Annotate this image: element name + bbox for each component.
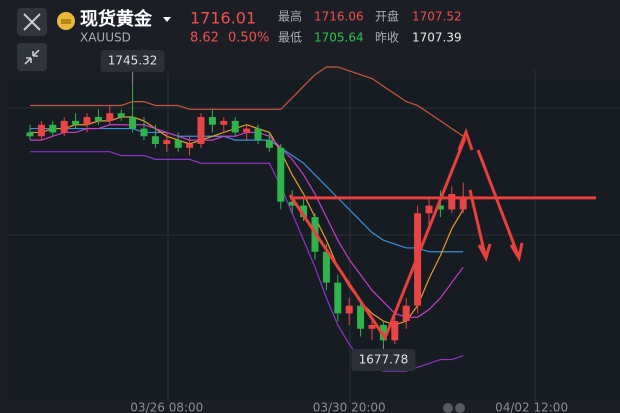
change: 8.62 [190,31,219,46]
shrink-icon [24,49,40,65]
high: 1716.06 [314,10,364,24]
arrowhead [509,242,524,263]
indicator-line [30,151,464,372]
open: 1707.52 [412,10,462,24]
candle-body [391,321,399,341]
x-tick-label: 03/26 08:00 [130,401,203,413]
symbol: XAUUSD [80,31,131,45]
candle-body [117,113,125,118]
drawn-arrows [288,127,524,342]
candle-body [459,197,467,210]
candle-body [186,143,194,148]
candle-body [265,140,273,148]
page-dot [455,403,465,413]
candle-body [277,147,285,202]
candle-body [254,128,262,141]
candle-body [94,117,102,121]
x-tick-label: 03/30 20:00 [313,401,386,413]
candle-body [220,120,228,125]
candle-body [345,305,353,314]
gold-bar [61,19,71,24]
down-stroke [476,149,520,256]
min-label: 1677.78 [359,353,409,367]
min-label-box [351,349,416,371]
candle-body [300,205,308,218]
arrowhead [477,243,492,262]
candle-body [106,113,114,121]
dropdown-arrow[interactable] [163,17,171,22]
candle-body [322,251,330,283]
candle-body [60,120,68,133]
candle-body [436,205,444,210]
down-stroke [468,189,487,256]
price: 1716.01 [190,9,256,28]
candle-body [72,120,80,125]
candle-body [357,305,365,329]
arrowhead [457,127,474,151]
shrink-button[interactable] [17,43,47,71]
candle-body [288,201,296,206]
open-label: 开盘 [375,9,399,24]
candle-body [140,128,148,137]
candle-body [37,124,45,137]
candle-body [231,120,239,133]
candle-body [174,140,182,148]
candle-body [425,205,433,214]
candle-body [163,140,171,144]
candle-body [243,128,251,133]
prev-close: 1707.39 [412,31,462,45]
close-icon [23,13,41,31]
indicator-line [30,66,464,137]
candle-body [448,194,456,210]
page-dot [443,403,453,413]
instrument-name[interactable]: 现货黄金 [80,8,153,30]
candle-body [379,324,387,341]
candle-body [83,117,91,125]
max-label-box [100,50,165,72]
candle-body [197,117,205,144]
candle-body [368,324,376,329]
high-label: 最高 [278,9,302,24]
change-pct: 0.50% [228,31,269,46]
candle-body [334,282,342,314]
candle-body [208,117,216,125]
candle-body [402,305,410,322]
max-label: 1745.32 [108,54,158,68]
candle-body [49,124,57,133]
x-tick-label: 04/02 12:00 [495,401,568,413]
trend-stroke [288,137,467,342]
candle-body [151,136,159,144]
low-label: 最低 [278,31,302,45]
candle-body [129,117,137,129]
low: 1705.64 [314,31,364,45]
plot: 03/26 08:00 03/30 20:00 04/02 12:00 1745.32… [26,50,596,413]
candle-body [26,132,34,137]
prev-label: 昨收 [375,31,399,45]
